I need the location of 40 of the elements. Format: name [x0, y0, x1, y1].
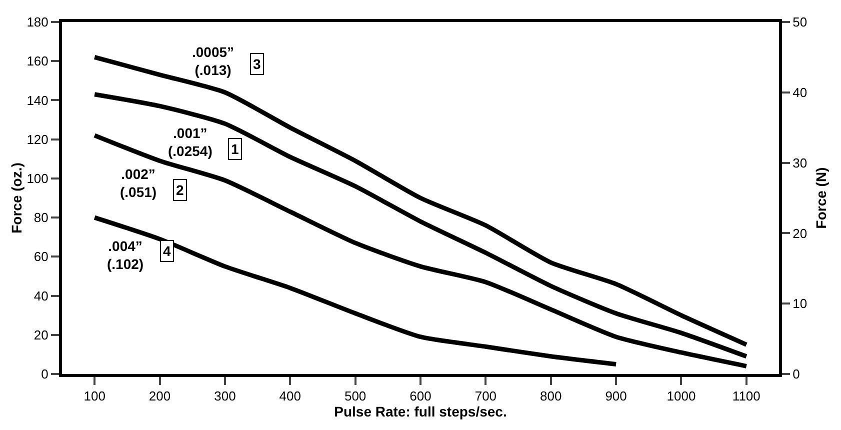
y-tick-label: 100: [26, 170, 48, 186]
y2-axis-title: Force (N): [813, 167, 829, 229]
y-tick-label: 0: [41, 366, 48, 382]
y2-tick-label: 30: [792, 155, 808, 170]
x-tick-label: 1100: [732, 388, 760, 404]
y-tick-label: 160: [26, 54, 48, 69]
y2-tick-label: 10: [792, 296, 808, 312]
y2-tick-label: 40: [792, 84, 808, 100]
annotation: 3: [253, 56, 261, 72]
y2-tick-label: 0: [792, 366, 800, 382]
x-tick-label: 400: [279, 388, 301, 404]
y-tick-label: 60: [34, 249, 48, 264]
line-series: [92, 92, 749, 359]
y-tick-label: 80: [34, 210, 48, 226]
x-tick-label: 1000: [666, 388, 696, 404]
x-tick-label: 300: [214, 388, 236, 404]
x-tick-label: 200: [148, 388, 171, 404]
line-series: [92, 215, 618, 366]
y-axis-title: Force (oz.): [8, 162, 25, 234]
legend-label: .002” (.051): [120, 166, 157, 200]
annotation: 4: [163, 243, 171, 259]
y-tick-label: 20: [34, 327, 48, 342]
y-tick-label: 120: [26, 132, 48, 147]
x-tick-label: 900: [605, 388, 627, 404]
y2-tick-label: 20: [792, 226, 808, 241]
x-tick-label: 600: [410, 388, 432, 404]
x-tick-label: 100: [84, 388, 106, 404]
annotation: 2: [176, 182, 184, 198]
y2-tick-label: 50: [792, 14, 808, 30]
x-tick-label: 500: [344, 388, 366, 404]
annotation: 1: [231, 141, 239, 157]
legend-label: .004” (.102): [107, 238, 144, 272]
legend-label: .001” (.0254): [168, 125, 212, 160]
x-tick-label: 700: [474, 388, 497, 404]
x-tick-label: 800: [540, 388, 562, 404]
x-axis-title: Pulse Rate: full steps/sec.: [334, 404, 507, 420]
legend-label: .0005” (.013): [192, 44, 234, 78]
y-tick-label: 180: [26, 14, 48, 30]
y-tick-label: 40: [34, 288, 48, 304]
y-tick-label: 140: [26, 92, 48, 108]
